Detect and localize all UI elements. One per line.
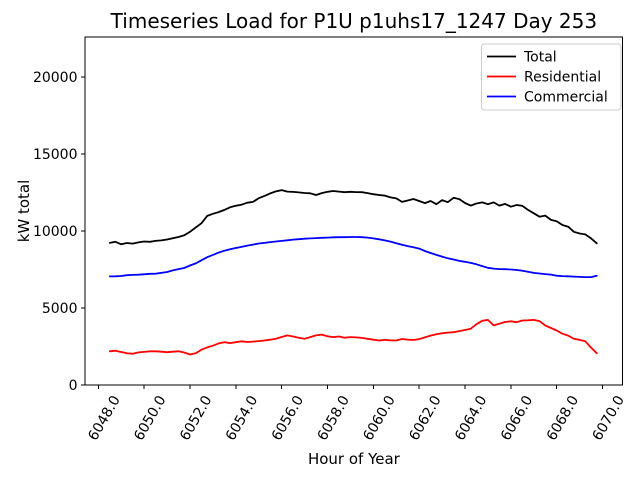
series-lines	[108, 189, 598, 356]
y-tick-label: 10000	[33, 224, 78, 240]
legend-label-commercial: Commercial	[524, 90, 608, 106]
x-tick-label: 6052.0	[177, 393, 215, 443]
legend-label-residential: Residential	[524, 70, 601, 86]
x-tick-label: 6050.0	[131, 393, 169, 443]
x-tick-label: 6064.0	[452, 393, 490, 443]
x-tick-label: 6058.0	[315, 393, 353, 443]
y-tick-label: 20000	[33, 70, 78, 86]
x-tick-label: 6054.0	[223, 393, 261, 443]
legend: Total Residential Commercial	[481, 43, 622, 111]
legend-label-total: Total	[523, 50, 557, 66]
legend-box	[481, 43, 622, 111]
y-tick-label: 5000	[42, 301, 78, 317]
y-tick-label: 15000	[33, 147, 78, 163]
chart-title: Timeseries Load for P1U p1uhs17_1247 Day…	[110, 9, 597, 33]
x-tick-label: 6060.0	[360, 393, 398, 443]
legend-item-commercial: Commercial	[487, 90, 608, 106]
x-tick-label: 6070.0	[590, 393, 628, 443]
x-tick-label: 6048.0	[85, 393, 123, 443]
legend-item-total: Total	[487, 50, 557, 66]
legend-item-residential: Residential	[487, 70, 601, 86]
x-axis-ticks: 6048.0 6050.0 6052.0 6054.0 6056.0 6058.0 6060…	[85, 385, 628, 444]
y-axis-ticks: 0 5000 10000 15000 20000	[33, 70, 85, 394]
x-tick-label: 6056.0	[269, 393, 307, 443]
plot-area	[84, 36, 624, 386]
x-tick-label: 6068.0	[544, 393, 582, 443]
series-line-total	[108, 189, 598, 246]
series-line-commercial	[108, 236, 598, 279]
y-tick-label: 0	[69, 378, 78, 394]
x-tick-label: 6062.0	[406, 393, 444, 443]
y-axis-label: kW total	[15, 180, 33, 243]
x-axis-label: Hour of Year	[308, 450, 401, 468]
x-tick-label: 6066.0	[498, 393, 536, 443]
series-line-residential	[108, 318, 598, 356]
